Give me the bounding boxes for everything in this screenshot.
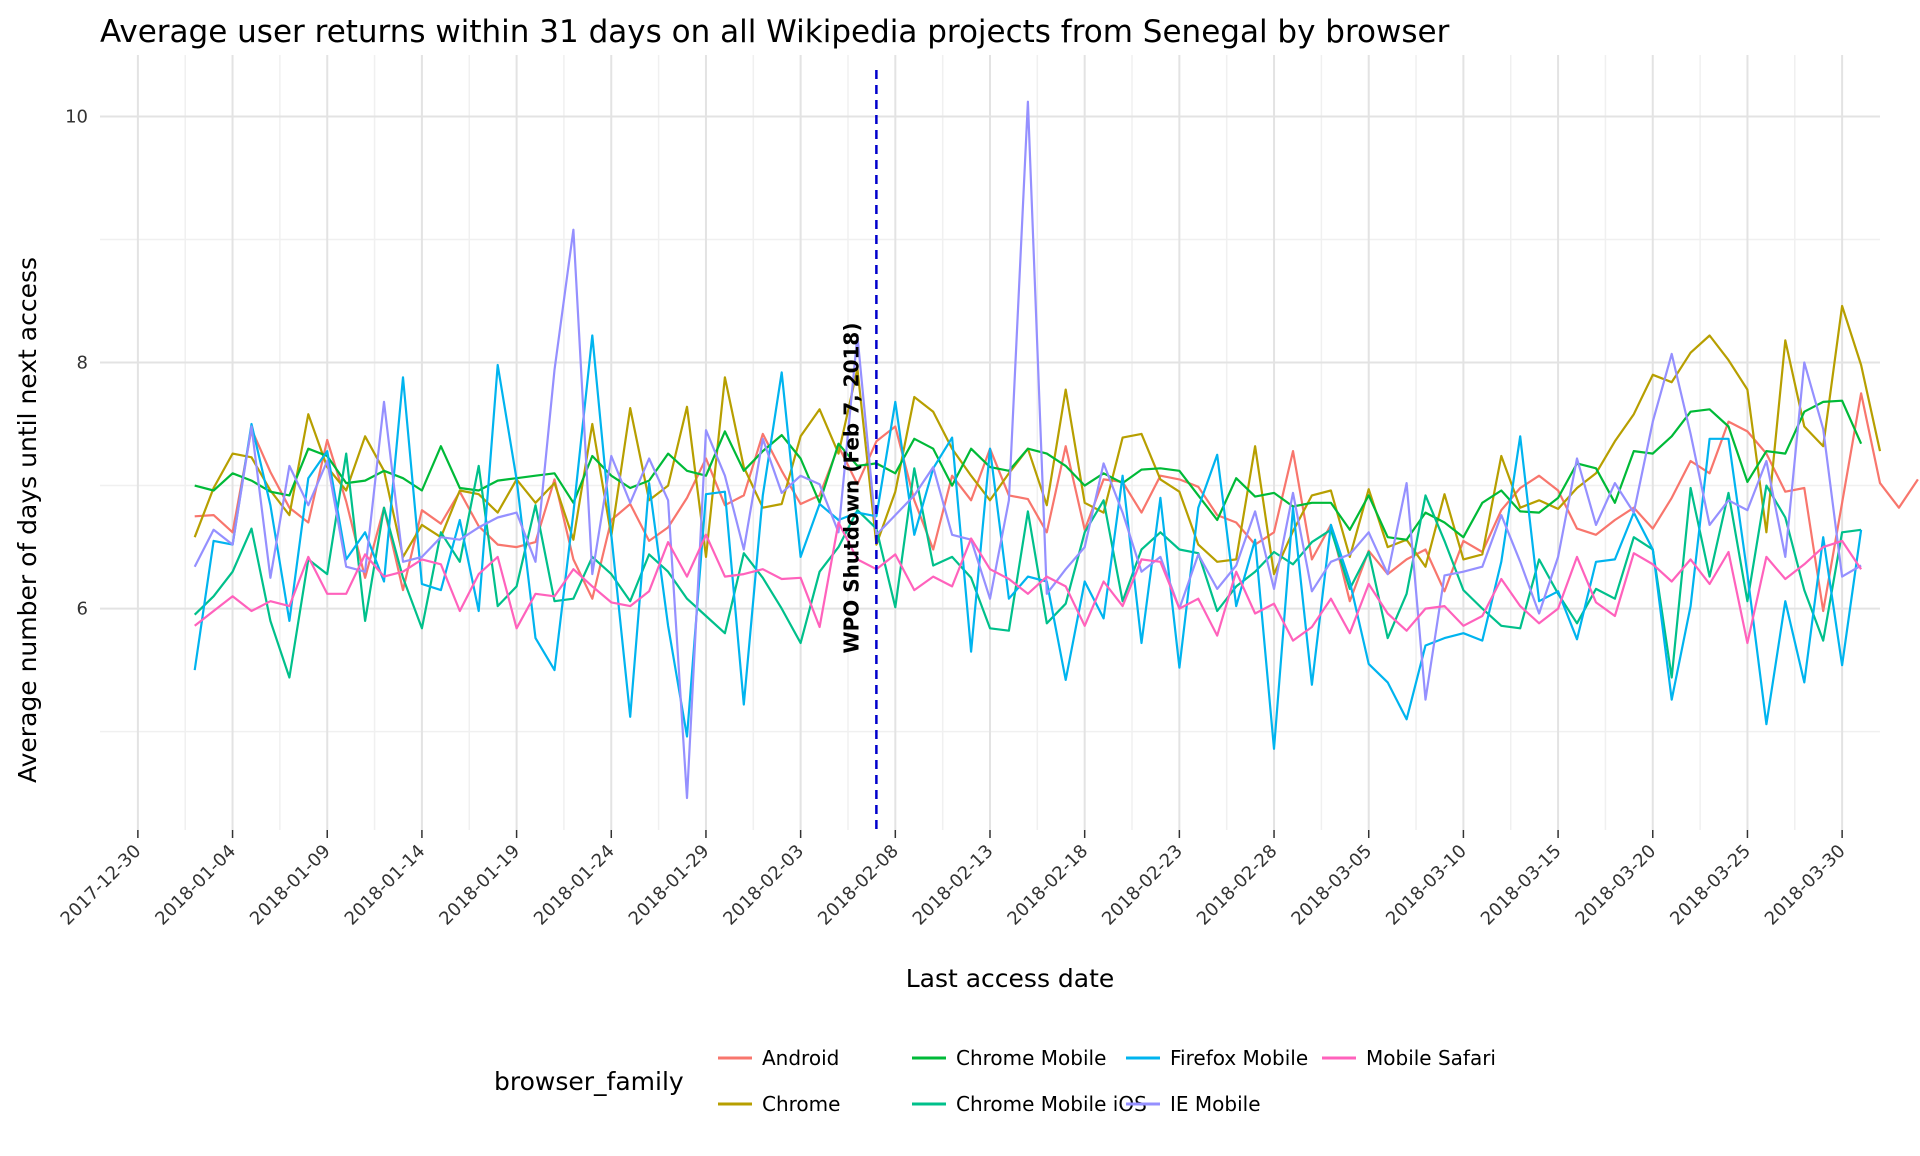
chart-title: Average user returns within 31 days on a…	[100, 14, 1450, 50]
annotation: WPO Shutdown (Feb 7, 2018)	[839, 70, 878, 830]
grid	[100, 55, 1880, 830]
x-tick-label: 2018-02-13	[909, 841, 998, 930]
legend-items: Android Chrome Chrome Mobile Chrome Mobile …	[718, 1046, 1496, 1116]
x-tick-label: 2018-01-24	[530, 841, 619, 930]
x-tick-label: 2018-02-23	[1098, 841, 1187, 930]
x-tick-label: 2018-02-08	[814, 841, 903, 930]
x-tick-label: 2018-03-30	[1761, 841, 1850, 930]
legend-title: browser_family	[494, 1067, 684, 1096]
x-tick-label: 2018-03-05	[1287, 841, 1376, 930]
y-axis-title: Average number of days until next access	[13, 257, 42, 783]
series-line-chrome	[193, 304, 1882, 576]
series-line-firefox-mobile	[193, 334, 1863, 750]
y-tick-label: 8	[77, 353, 88, 374]
x-tick-label: 2018-02-18	[1003, 841, 1092, 930]
series-line-chrome-mobile	[194, 399, 1863, 541]
x-tick-label: 2018-03-15	[1477, 841, 1566, 930]
y-axis-ticks: 6 8 10	[65, 107, 88, 620]
series-line-mobile-safari	[194, 521, 1863, 645]
legend-label-mobile-safari: Mobile Safari	[1366, 1046, 1496, 1070]
legend-label-android: Android	[762, 1046, 839, 1070]
x-tick-label: 2018-01-04	[151, 841, 240, 930]
y-tick-label: 6	[77, 599, 88, 620]
series-line-ie-mobile	[193, 100, 1862, 800]
series-lines	[193, 100, 1919, 800]
legend-label-chrome-mobile: Chrome Mobile	[956, 1046, 1106, 1070]
series-line-android	[194, 392, 1919, 613]
y-tick-label: 10	[65, 107, 88, 128]
x-tick-label: 2018-02-03	[719, 841, 808, 930]
x-tick-label: 2017-12-30	[57, 841, 146, 930]
legend-label-chrome-mobile-ios: Chrome Mobile iOS	[956, 1092, 1147, 1116]
x-tick-label: 2018-03-25	[1666, 841, 1755, 930]
x-tick-label: 2018-01-09	[246, 841, 335, 930]
annotation-label: WPO Shutdown (Feb 7, 2018)	[839, 323, 863, 654]
legend: browser_family Android Chrome Chrome Mobil…	[494, 1046, 1496, 1116]
x-axis-title: Last access date	[906, 964, 1115, 993]
x-tick-label: 2018-03-10	[1382, 841, 1471, 930]
x-axis-ticks: 2017-12-30 2018-01-04 2018-01-09 2018-01-14…	[57, 830, 1850, 930]
x-tick-label: 2018-02-28	[1193, 841, 1282, 930]
legend-label-ie-mobile: IE Mobile	[1170, 1092, 1261, 1116]
x-tick-label: 2018-03-20	[1571, 841, 1660, 930]
legend-label-firefox-mobile: Firefox Mobile	[1170, 1046, 1308, 1070]
x-tick-label: 2018-01-19	[435, 841, 524, 930]
legend-label-chrome: Chrome	[762, 1092, 840, 1116]
x-tick-label: 2018-01-29	[625, 841, 714, 930]
series-line-chrome-mobile-ios	[193, 452, 1862, 679]
x-tick-label: 2018-01-14	[341, 841, 430, 930]
